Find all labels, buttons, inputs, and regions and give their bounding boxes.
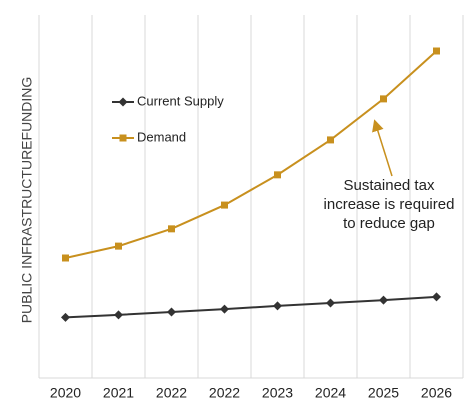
data-point — [115, 242, 122, 250]
x-tick-label: 2023 — [262, 385, 293, 401]
data-point — [114, 310, 123, 320]
x-tick-label: 2020 — [50, 385, 81, 401]
legend-label: Current Supply — [137, 93, 224, 108]
legend-marker — [119, 134, 127, 142]
legend-marker — [118, 97, 128, 107]
x-tick-label: 2021 — [103, 385, 134, 401]
data-point — [379, 295, 388, 305]
data-point — [433, 47, 440, 55]
x-tick-label: 2026 — [421, 385, 452, 401]
x-tick-label: 2022 — [209, 385, 240, 401]
data-point — [62, 254, 69, 262]
data-point — [326, 298, 335, 308]
series-line — [65, 295, 437, 319]
data-point — [168, 225, 175, 233]
data-point — [432, 292, 441, 302]
legend-label: Demand — [137, 129, 186, 144]
data-point — [221, 201, 228, 209]
x-tick-label: 2022 — [156, 385, 187, 401]
data-point — [220, 304, 229, 314]
annotation-arrow — [372, 119, 393, 177]
y-axis-title: PUBLIC INFRASTRUCTUREFUNDING — [19, 77, 35, 324]
data-point — [380, 95, 387, 103]
annotation: increase is required — [324, 196, 455, 213]
x-tick-label: 2025 — [368, 385, 399, 401]
series-line — [65, 50, 438, 259]
data-point — [273, 301, 282, 311]
annotation: to reduce gap — [343, 215, 435, 232]
data-point — [327, 136, 334, 144]
annotation: Sustained tax — [344, 177, 435, 194]
x-tick-label: 2024 — [315, 385, 346, 401]
data-point — [167, 307, 176, 317]
data-point — [61, 312, 70, 322]
data-point — [274, 171, 281, 179]
